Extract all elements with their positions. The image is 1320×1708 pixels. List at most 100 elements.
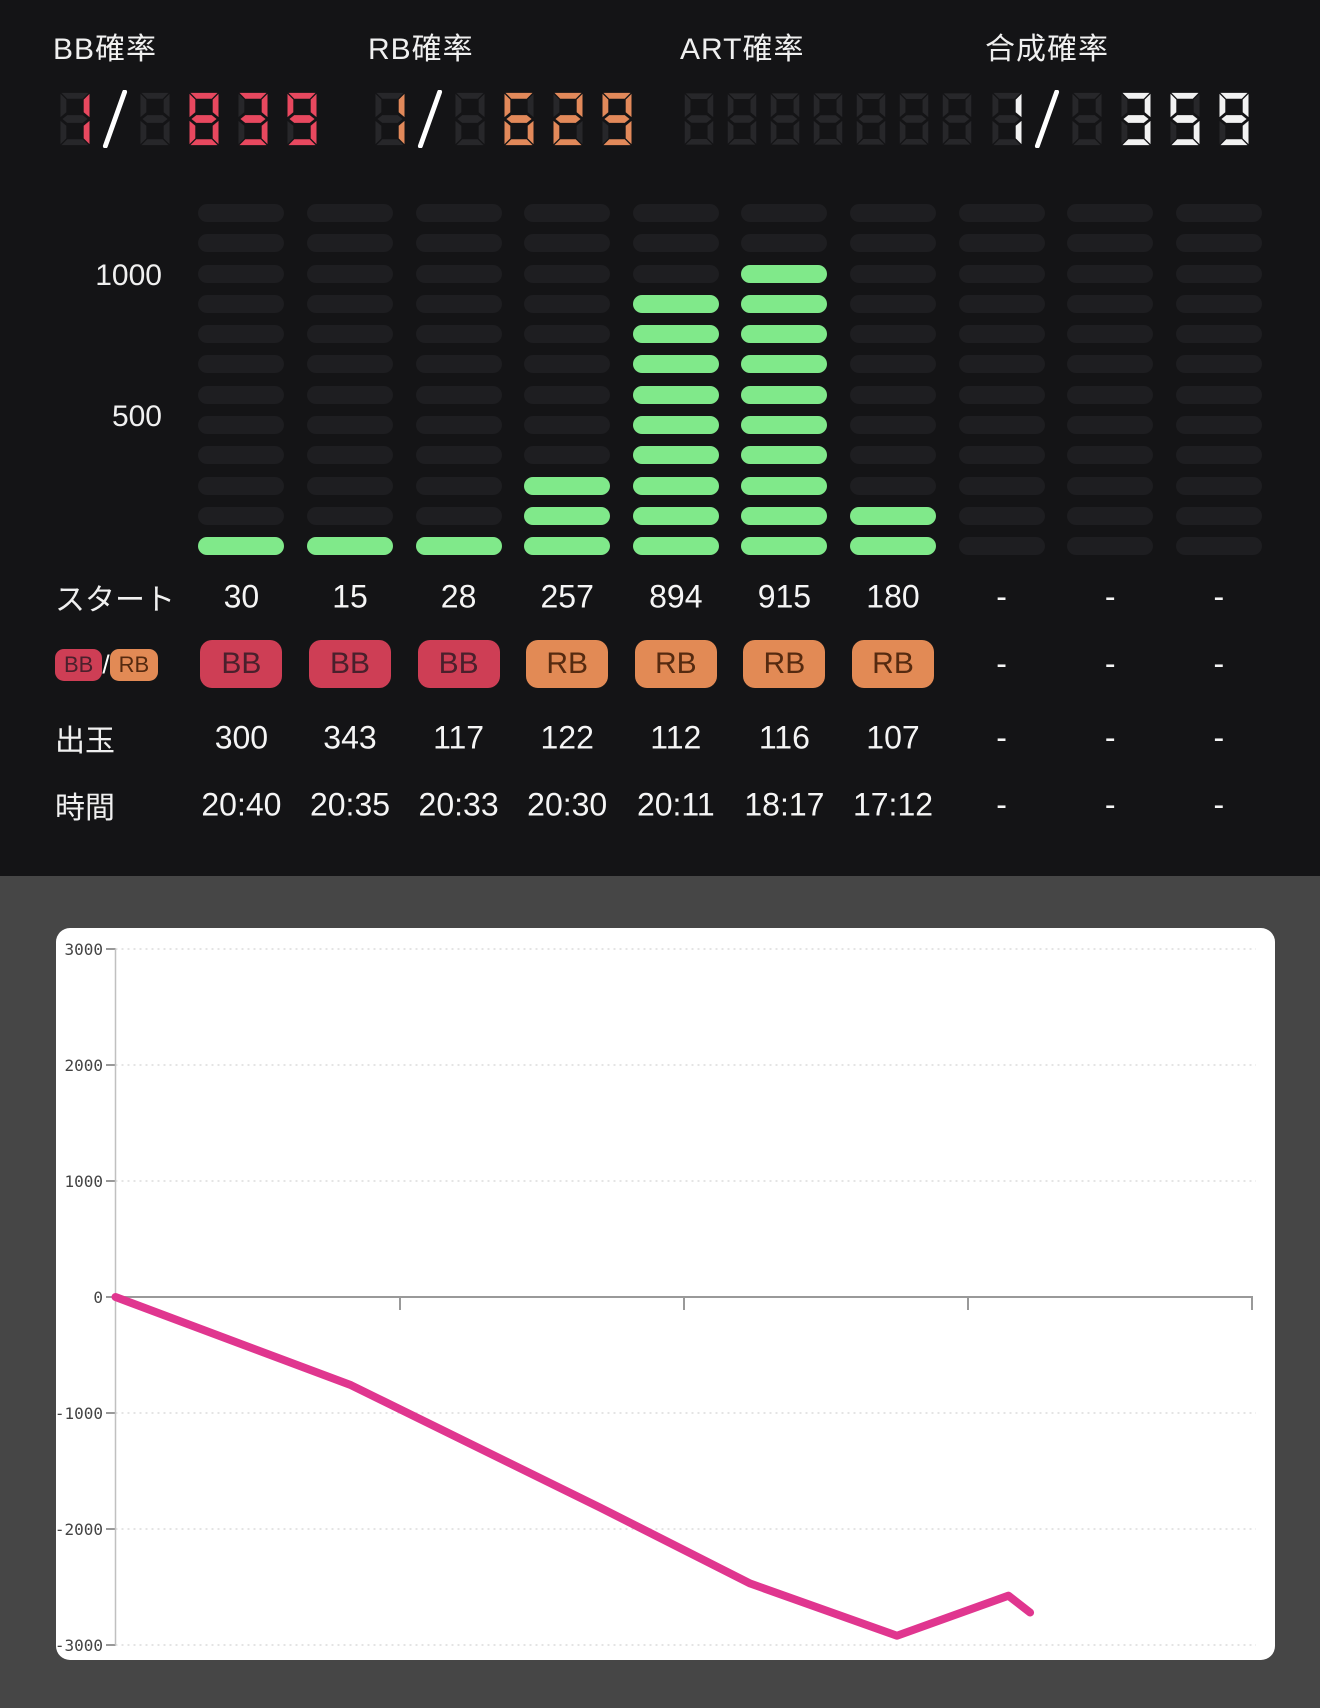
value-cell: 20:35 bbox=[309, 786, 391, 823]
display-slash bbox=[417, 90, 443, 148]
rb-bonus-badge: RB bbox=[743, 640, 826, 688]
bar-segment-lit bbox=[741, 506, 828, 525]
rb-rate-display bbox=[368, 90, 639, 148]
bar-segment-lit bbox=[741, 416, 828, 435]
bar-segment-lit bbox=[632, 385, 719, 404]
bar-segment-unlit bbox=[415, 294, 502, 313]
graph-section-background: 3000 2000 1000 0 -1000 -2000 -3000 bbox=[0, 876, 1320, 1708]
bar-segment-unlit bbox=[524, 385, 611, 404]
digit-cell-blank bbox=[455, 92, 485, 146]
bar-segment-unlit bbox=[741, 234, 828, 253]
bar-segment-lit bbox=[632, 355, 719, 374]
digit-cell-9 bbox=[602, 92, 632, 146]
y-axis-label: 1000 bbox=[64, 1172, 103, 1191]
digit-cell-blank bbox=[813, 93, 843, 145]
bar-segment-unlit bbox=[850, 355, 936, 374]
bar-segment-unlit bbox=[524, 264, 611, 283]
display-slash bbox=[102, 90, 128, 148]
y-axis-label: -3000 bbox=[56, 1636, 103, 1655]
bar-segment-unlit bbox=[1175, 325, 1262, 344]
value-cell: 257 bbox=[540, 578, 594, 615]
bb-rate-label: BB確率 bbox=[53, 33, 158, 66]
bar-segment-unlit bbox=[850, 264, 936, 283]
bar-segment-unlit bbox=[524, 294, 611, 313]
bar-segment-unlit bbox=[632, 234, 719, 253]
bar-segment-unlit bbox=[415, 204, 502, 222]
empty-cell: - bbox=[1104, 578, 1116, 615]
bar-segment-unlit bbox=[1067, 446, 1154, 465]
payout-line-chart: 3000 2000 1000 0 -1000 -2000 -3000 bbox=[55, 940, 1256, 1655]
y-axis-label: 0 bbox=[93, 1288, 103, 1307]
bar-segment-lit bbox=[741, 476, 828, 495]
digit-cell-8 bbox=[189, 92, 219, 146]
combined-rate-label: 合成確率 bbox=[985, 33, 1109, 66]
bar-segment-lit bbox=[632, 506, 719, 525]
bar-segment-unlit bbox=[307, 385, 393, 404]
art-rate-display bbox=[680, 90, 976, 148]
combined-rate-display bbox=[985, 90, 1256, 148]
bar-segment-unlit bbox=[1175, 476, 1262, 495]
digit-cell-1 bbox=[992, 92, 1022, 146]
bar-segment-unlit bbox=[958, 325, 1045, 344]
stat-group-gousei: 合成確率 bbox=[985, 24, 1256, 148]
bar-segment-unlit bbox=[307, 264, 393, 283]
bar-segment-unlit bbox=[307, 446, 393, 465]
digit-cell-2 bbox=[553, 92, 583, 146]
bar-column-8 bbox=[958, 204, 1045, 556]
bar-segment-unlit bbox=[1067, 325, 1154, 344]
value-cell: 18:17 bbox=[744, 786, 825, 823]
table-row-start: スタート 30 15 28 257 894 915 180 - - - bbox=[0, 573, 1320, 621]
value-cell: 30 bbox=[223, 578, 260, 615]
bar-segment-lit bbox=[741, 355, 828, 374]
bar-segment-unlit bbox=[307, 355, 393, 374]
bar-segment-unlit bbox=[198, 416, 285, 435]
table-row-bonus-type: BB / RB BB BB BB RB RB RB RB - - - bbox=[0, 640, 1320, 688]
bar-segment-lit bbox=[850, 537, 936, 556]
bar-segment-unlit bbox=[958, 264, 1045, 283]
bar-segment-unlit bbox=[1175, 234, 1262, 253]
empty-cell: - bbox=[996, 645, 1007, 682]
bar-segment-unlit bbox=[307, 325, 393, 344]
bar-segment-unlit bbox=[307, 234, 393, 253]
digit-cell-9 bbox=[1219, 92, 1249, 146]
bar-segment-unlit bbox=[524, 204, 611, 222]
value-cell: 180 bbox=[866, 578, 920, 615]
empty-cell: - bbox=[1213, 786, 1225, 823]
bar-segment-unlit bbox=[958, 416, 1045, 435]
bar-column-4 bbox=[524, 204, 611, 556]
bar-segment-lit bbox=[850, 506, 936, 525]
y-axis-label: -2000 bbox=[56, 1520, 103, 1539]
bb-bonus-badge: BB bbox=[200, 640, 283, 688]
bar-segment-lit bbox=[198, 537, 285, 556]
y-axis-label: 2000 bbox=[64, 1056, 103, 1075]
bar-segment-lit bbox=[741, 294, 828, 313]
bar-segment-lit bbox=[741, 325, 828, 344]
bar-segment-lit bbox=[741, 264, 828, 283]
bar-segment-unlit bbox=[741, 204, 828, 222]
bar-segment-unlit bbox=[1175, 385, 1262, 404]
bar-segment-lit bbox=[632, 325, 719, 344]
digit-cell-blank bbox=[856, 93, 886, 145]
bar-segment-unlit bbox=[307, 476, 393, 495]
bar-segment-unlit bbox=[1175, 416, 1262, 435]
bar-segment-unlit bbox=[415, 385, 502, 404]
bar-segment-unlit bbox=[198, 446, 285, 465]
art-rate-label: ART確率 bbox=[680, 33, 805, 66]
bar-segment-unlit bbox=[850, 294, 936, 313]
bar-segment-unlit bbox=[1175, 294, 1262, 313]
bar-column-2 bbox=[307, 204, 393, 556]
empty-cell: - bbox=[1104, 645, 1116, 682]
bar-segment-unlit bbox=[415, 476, 502, 495]
table-row-time: 時間 20:40 20:35 20:33 20:30 20:11 18:17 17:12 - -… bbox=[0, 781, 1320, 829]
bar-segment-lit bbox=[741, 537, 828, 556]
bb-bonus-badge: BB bbox=[309, 640, 391, 688]
value-cell: 343 bbox=[323, 719, 377, 756]
digit-cell-blank bbox=[1072, 92, 1102, 146]
digit-cell-blank bbox=[727, 93, 757, 145]
y-axis-label: -1000 bbox=[56, 1404, 103, 1423]
payout-trend-line bbox=[111, 1293, 1035, 1640]
bar-segment-lit bbox=[524, 537, 611, 556]
digit-cell-3 bbox=[1121, 92, 1151, 146]
empty-cell: - bbox=[996, 578, 1007, 615]
slump-graph-panel: 3000 2000 1000 0 -1000 -2000 -3000 bbox=[55, 928, 1275, 1660]
